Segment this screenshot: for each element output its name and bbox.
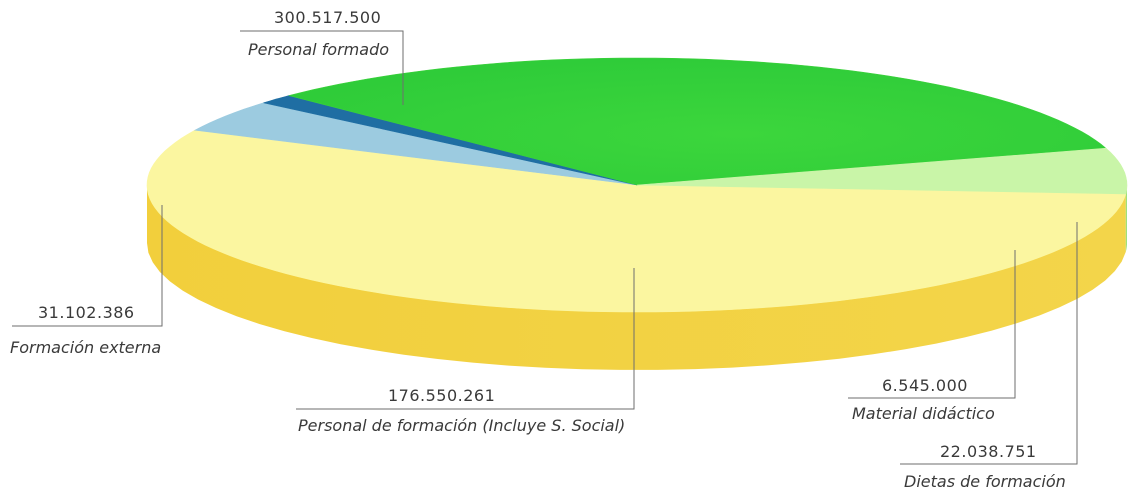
value-label-material: 6.545.000 bbox=[882, 376, 968, 395]
value-label-personal-formacion: 176.550.261 bbox=[388, 386, 496, 405]
leader-personal-formacion bbox=[296, 268, 635, 410]
pie-slice-formacion_externa bbox=[636, 147, 1128, 195]
name-label-personal-formado: Personal formado bbox=[248, 40, 390, 59]
leader-formacion-externa bbox=[12, 205, 163, 327]
leader-personal-formado bbox=[240, 30, 404, 105]
value-label-dietas: 22.038.751 bbox=[940, 442, 1037, 461]
value-label-formacion-externa: 31.102.386 bbox=[38, 303, 135, 322]
pie-slice-dietas bbox=[193, 102, 638, 186]
pie-side-personal_formado bbox=[147, 185, 1126, 370]
leader-dietas bbox=[900, 222, 1078, 465]
value-label-personal-formado: 300.517.500 bbox=[274, 8, 382, 27]
leader-material bbox=[848, 250, 1016, 399]
pie-slice-material bbox=[263, 95, 638, 186]
pie-slice-personal_formacion bbox=[288, 57, 1107, 186]
name-label-formacion-externa: Formación externa bbox=[10, 338, 162, 357]
pie-side-formacion_externa bbox=[1125, 185, 1127, 252]
name-label-personal-formacion: Personal de formación (Incluye S. Social… bbox=[298, 416, 626, 435]
name-label-material: Material didáctico bbox=[852, 404, 995, 423]
name-label-dietas: Dietas de formación bbox=[904, 472, 1066, 491]
pie-slice-personal_formado bbox=[146, 129, 1127, 313]
